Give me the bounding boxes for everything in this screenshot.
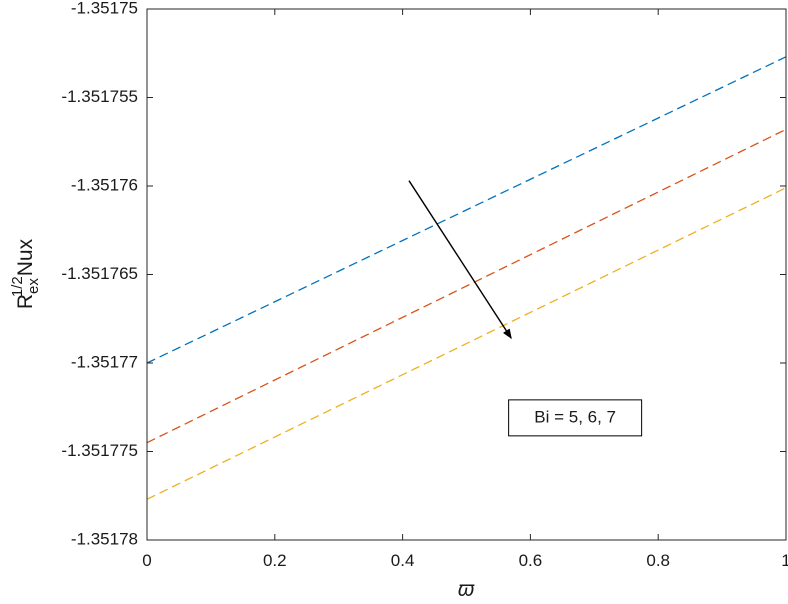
y-tick-label: -1.35178 bbox=[71, 529, 138, 548]
legend-annotation-box: Bi = 5, 6, 7 bbox=[508, 399, 643, 437]
y-tick-label: -1.351755 bbox=[61, 87, 138, 106]
axes-layer: 0 0.2 0.4 0.6 0.8 1 -1.35178 -1.351775 -1.35177 -… bbox=[61, 0, 788, 570]
legend-annotation-frame bbox=[508, 399, 643, 437]
x-tick-label: 0.8 bbox=[646, 551, 670, 570]
y-tick-label: -1.35175 bbox=[71, 0, 138, 17]
labels-layer: ϖ Rex1/2Nux bbox=[9, 238, 475, 601]
y-axis-label-subscript: ex bbox=[25, 278, 42, 294]
x-tick-label: 0.6 bbox=[519, 551, 543, 570]
y-tick-label: -1.35176 bbox=[71, 175, 138, 194]
y-tick-label: -1.351775 bbox=[61, 441, 138, 460]
y-tick-label: -1.35177 bbox=[71, 352, 138, 371]
series-line-2 bbox=[146, 128, 787, 444]
series-line-1 bbox=[146, 56, 787, 364]
x-tick-label: 0 bbox=[142, 551, 151, 570]
x-tick-label: 0.4 bbox=[391, 551, 415, 570]
legend-annotation-text: Bi = 5, 6, 7 bbox=[534, 407, 616, 426]
y-axis-label-superscript: 1/2 bbox=[9, 276, 26, 297]
plot-area bbox=[147, 9, 786, 540]
x-tick-label: 1 bbox=[781, 551, 788, 570]
x-tick-label: 0.2 bbox=[263, 551, 287, 570]
bi-trend-arrow bbox=[408, 180, 512, 340]
x-axis-label: ϖ bbox=[458, 578, 475, 601]
y-tick-label: -1.351765 bbox=[61, 264, 138, 283]
y-axis-label-base: R bbox=[14, 294, 37, 309]
series-line-3 bbox=[146, 187, 787, 500]
y-axis-label: Rex1/2Nux bbox=[9, 238, 42, 309]
y-axis-label-tail: Nux bbox=[14, 238, 37, 276]
series-layer bbox=[146, 56, 787, 500]
annotation-layer: Bi = 5, 6, 7 bbox=[408, 180, 643, 437]
